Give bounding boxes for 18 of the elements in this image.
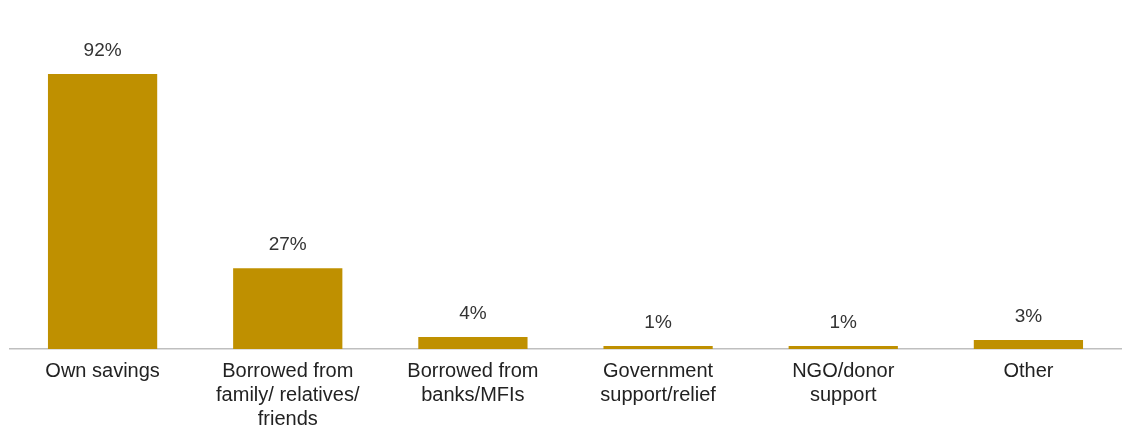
x-tick-label: Government support/relief bbox=[600, 358, 717, 405]
x-tick-label: Own savings bbox=[45, 358, 160, 381]
x-tick-label: Borrowed from family/ relatives/ friends bbox=[216, 358, 360, 429]
bar bbox=[47, 73, 158, 349]
bar bbox=[973, 340, 1084, 349]
x-tick-label: Other bbox=[1003, 358, 1054, 381]
data-label: 92% bbox=[83, 38, 122, 60]
bar bbox=[603, 346, 713, 349]
bar bbox=[418, 337, 528, 349]
bar bbox=[788, 346, 898, 349]
data-label: 1% bbox=[644, 310, 672, 332]
bar bbox=[233, 268, 343, 349]
x-tick-label: NGO/donor support bbox=[792, 358, 895, 405]
data-label: 3% bbox=[1014, 304, 1043, 326]
data-label: 27% bbox=[268, 233, 307, 254]
data-label: 1% bbox=[829, 310, 858, 332]
data-label: 4% bbox=[459, 301, 487, 323]
x-tick-label: Borrowed from banks/MFIs bbox=[407, 358, 539, 405]
